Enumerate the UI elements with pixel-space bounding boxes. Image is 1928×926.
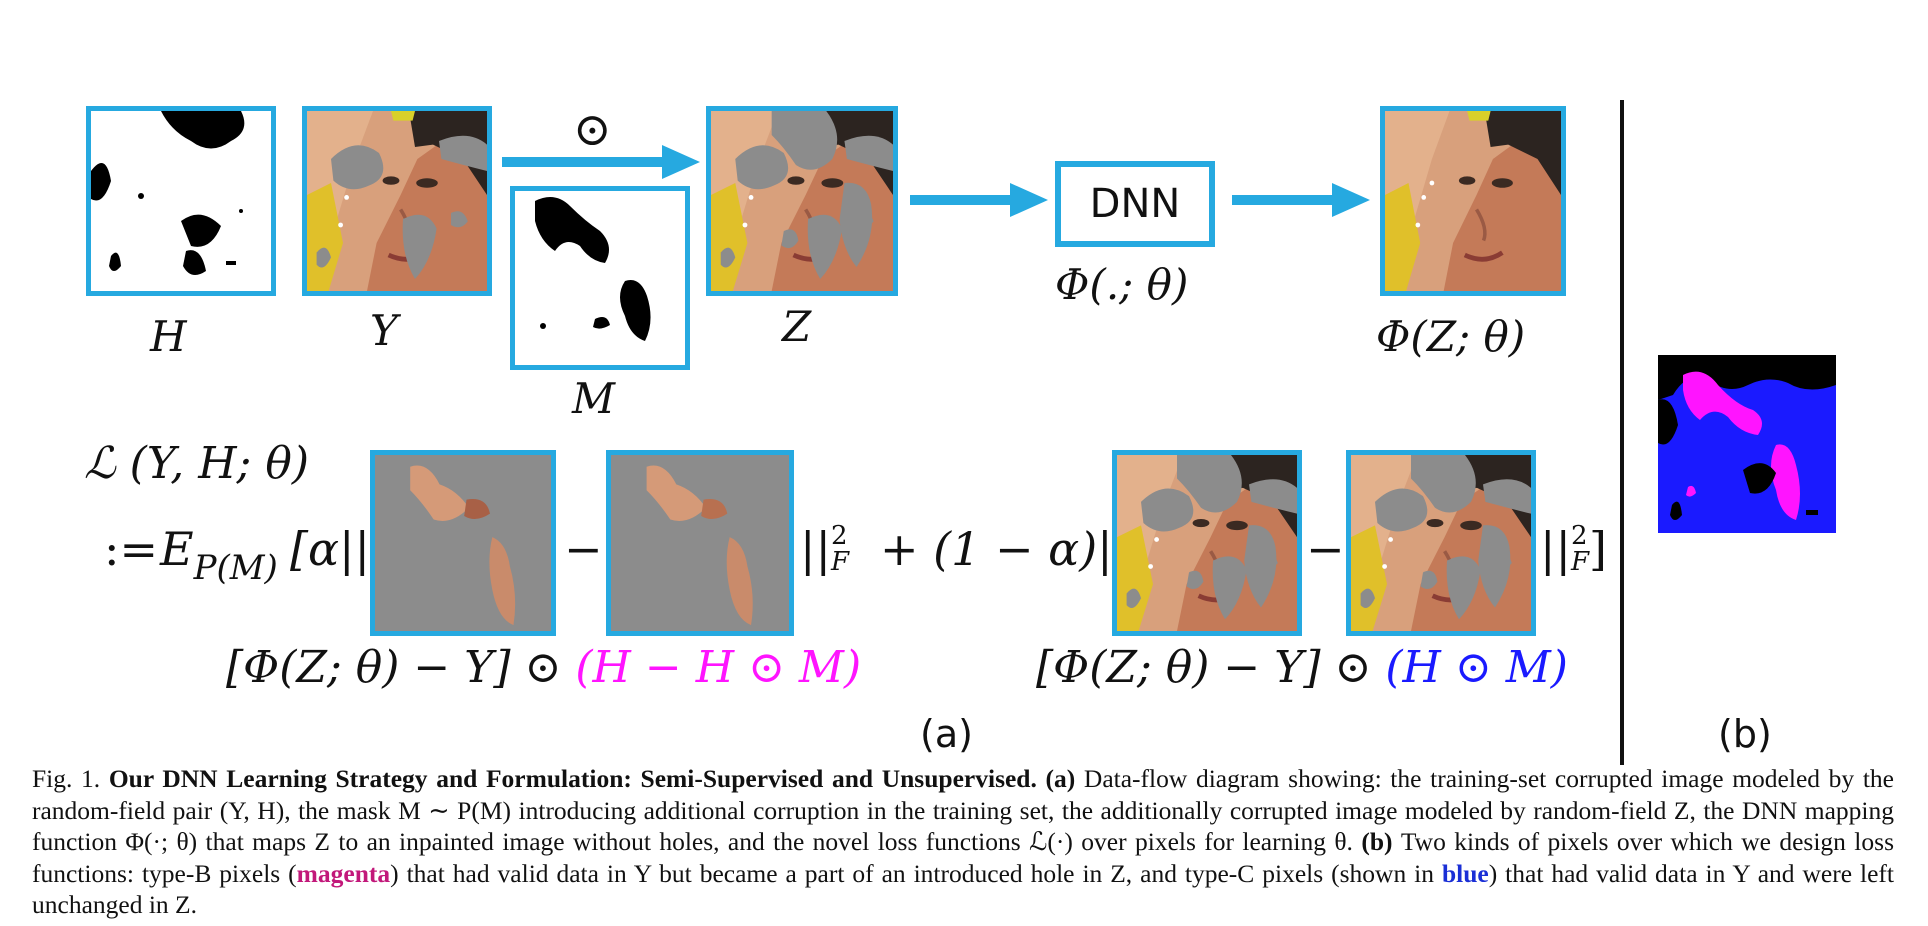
loss-term2-right-graphic (1351, 455, 1531, 631)
expectation-sub: P(M) (193, 548, 278, 588)
loss-term1-left-graphic (375, 455, 551, 631)
term1-expression: [Φ(Z; θ) − Y] ⊙ (H − H ⊙ M) (226, 642, 861, 693)
loss-norm-end: || 2 F ] (1540, 522, 1607, 576)
face-z-graphic (711, 111, 893, 291)
panel-divider (1620, 100, 1624, 765)
figure-caption: Fig. 1. Our DNN Learning Strategy and Fo… (32, 763, 1894, 921)
caption-b-text3: ) that had valid data in Y and were left… (32, 858, 1894, 920)
face-y-image (302, 106, 492, 296)
norm-f-2: F (1571, 547, 1590, 577)
term2-mask: (H ⊙ M) (1385, 642, 1568, 693)
loss-close-bracket: ] (1589, 522, 1607, 576)
loss-open-alpha: [α|| (290, 522, 371, 576)
loss-term2-right-image (1346, 450, 1536, 636)
loss-term2-left-image (1112, 450, 1302, 636)
hole-mask-h-graphic (91, 111, 271, 291)
hole-mask-h-image (86, 106, 276, 296)
panel-b-label: (b) (1718, 712, 1772, 756)
caption-b-text1: Two kinds of pixels over which we design… (32, 827, 1894, 888)
label-phi-function: Φ(.; θ) (1055, 260, 1189, 309)
norm-bars-2: || (1540, 522, 1571, 576)
loss-minus-1: − (564, 522, 603, 576)
label-m: M (572, 374, 616, 423)
pixel-type-map-image (1658, 355, 1836, 533)
label-z: Z (782, 302, 812, 351)
norm-bars-1: || (800, 522, 831, 576)
loss-expectation: EP(M) (160, 522, 278, 588)
dnn-box: DNN (1055, 161, 1215, 247)
caption-b-label: (b) (1361, 827, 1393, 856)
norm-scripts-1: 2 F (831, 521, 850, 577)
label-phi-output: Φ(Z; θ) (1376, 312, 1526, 361)
loss-term2-left-graphic (1117, 455, 1297, 631)
term2-base: [Φ(Z; θ) − Y] ⊙ (1036, 642, 1386, 693)
norm-f-1: F (831, 547, 850, 577)
norm-sq-2: 2 (1571, 521, 1588, 551)
inpainted-output-image (1380, 106, 1566, 296)
term1-base: [Φ(Z; θ) − Y] ⊙ (226, 642, 576, 693)
arrow-z-to-dnn (910, 183, 1048, 217)
caption-blue: blue (1441, 858, 1489, 888)
loss-lhs: ℒ (Y, H; θ) (84, 438, 310, 489)
arrow-y-to-z (502, 145, 700, 179)
loss-term1-right-graphic (611, 455, 789, 631)
norm-scripts-2: 2 F (1571, 521, 1590, 577)
label-h: H (150, 312, 187, 361)
caption-a-text: Data-flow diagram showing: the training-… (32, 764, 1894, 856)
caption-magenta: magenta (296, 858, 391, 888)
face-z-image (706, 106, 898, 296)
loss-define: := (104, 522, 159, 576)
additional-mask-m-image (510, 186, 690, 370)
loss-plus-term: + (1 − α)|| (880, 522, 1129, 576)
caption-b-text2: ) that had valid data in Y but became a … (390, 858, 1442, 888)
norm-sq-1: 2 (831, 521, 848, 551)
arrow-dnn-to-output (1232, 183, 1370, 217)
loss-norm-mid: || 2 F (800, 522, 849, 576)
label-y: Y (370, 306, 398, 355)
inpainted-output-graphic (1385, 111, 1561, 291)
loss-minus-2: − (1306, 522, 1345, 576)
caption-title: Our DNN Learning Strategy and Formulatio… (108, 764, 1037, 793)
expectation-e: E (160, 522, 194, 576)
additional-mask-m-graphic (515, 191, 685, 365)
face-y-graphic (307, 111, 487, 291)
panel-a-label: (a) (920, 712, 973, 756)
loss-term1-right-image (606, 450, 794, 636)
odot-symbol: ⊙ (573, 102, 612, 156)
caption-a-label: (a) (1045, 764, 1076, 793)
dnn-label: DNN (1089, 181, 1181, 227)
pixel-type-map-graphic (1658, 355, 1836, 533)
loss-term1-left-image (370, 450, 556, 636)
term2-expression: [Φ(Z; θ) − Y] ⊙ (H ⊙ M) (1036, 642, 1568, 693)
caption-fig: Fig. 1. (32, 764, 101, 793)
term1-mask: (H − H ⊙ M) (575, 642, 862, 693)
